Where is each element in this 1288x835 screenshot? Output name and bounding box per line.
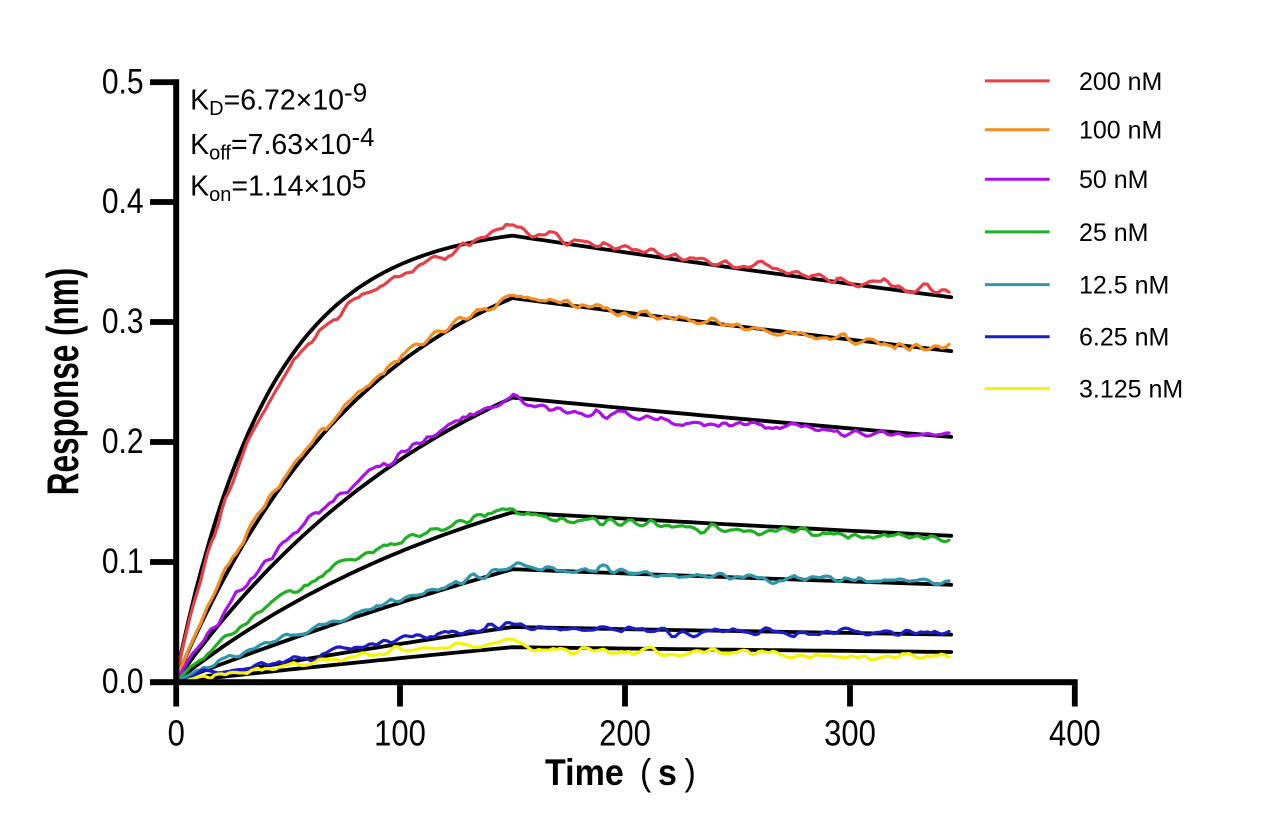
svg-text:0.5: 0.5	[102, 61, 144, 101]
svg-text:0: 0	[168, 713, 185, 754]
svg-text:6.25 nM: 6.25 nM	[1079, 324, 1169, 352]
svg-text:25 nM: 25 nM	[1079, 219, 1148, 247]
svg-text:100 nM: 100 nM	[1079, 117, 1162, 145]
svg-text:0.3: 0.3	[102, 301, 144, 341]
svg-text:0.0: 0.0	[102, 661, 144, 701]
svg-text:0.4: 0.4	[102, 181, 144, 221]
svg-text:100: 100	[374, 713, 426, 754]
svg-text:50 nM: 50 nM	[1079, 166, 1148, 194]
svg-text:200: 200	[599, 713, 651, 754]
svg-text:Time(s): Time(s)	[545, 752, 696, 794]
svg-text:0.2: 0.2	[102, 421, 144, 461]
svg-text:3.125 nM: 3.125 nM	[1079, 376, 1183, 404]
svg-text:12.5 nM: 12.5 nM	[1079, 272, 1169, 300]
svg-text:400: 400	[1049, 713, 1101, 754]
svg-text:0.1: 0.1	[102, 541, 144, 581]
svg-text:Response (nm): Response (nm)	[39, 268, 88, 495]
svg-text:200 nM: 200 nM	[1079, 68, 1162, 96]
svg-text:300: 300	[824, 713, 876, 754]
